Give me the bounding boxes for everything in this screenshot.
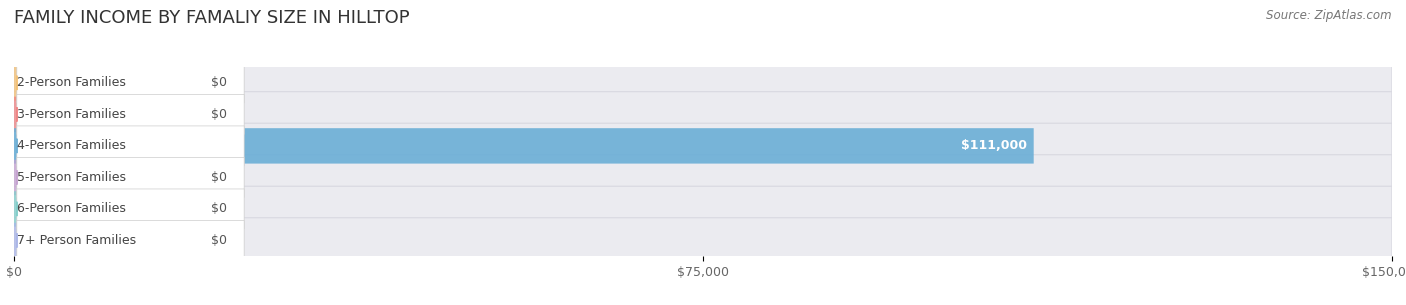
FancyBboxPatch shape [14,128,1033,163]
FancyBboxPatch shape [17,126,245,166]
Text: 5-Person Families: 5-Person Families [17,171,125,184]
Text: $0: $0 [211,76,228,89]
FancyBboxPatch shape [14,160,200,195]
Text: 7+ Person Families: 7+ Person Families [17,234,136,247]
Text: $0: $0 [211,203,228,215]
FancyBboxPatch shape [14,191,200,227]
FancyBboxPatch shape [14,65,200,101]
Text: 4-Person Families: 4-Person Families [17,139,125,152]
Text: 2-Person Families: 2-Person Families [17,76,125,89]
Text: Source: ZipAtlas.com: Source: ZipAtlas.com [1267,9,1392,22]
FancyBboxPatch shape [17,63,245,103]
FancyBboxPatch shape [17,189,245,229]
FancyBboxPatch shape [17,95,245,134]
FancyBboxPatch shape [14,186,1392,231]
FancyBboxPatch shape [17,157,245,197]
FancyBboxPatch shape [14,123,1392,169]
FancyBboxPatch shape [14,92,1392,137]
Text: 3-Person Families: 3-Person Families [17,108,125,121]
Text: $111,000: $111,000 [960,139,1026,152]
FancyBboxPatch shape [17,221,245,260]
FancyBboxPatch shape [14,97,200,132]
FancyBboxPatch shape [14,218,1392,263]
Text: $0: $0 [211,108,228,121]
FancyBboxPatch shape [14,223,200,258]
Text: $0: $0 [211,234,228,247]
FancyBboxPatch shape [14,60,1392,106]
Text: FAMILY INCOME BY FAMALIY SIZE IN HILLTOP: FAMILY INCOME BY FAMALIY SIZE IN HILLTOP [14,9,409,27]
Text: 6-Person Families: 6-Person Families [17,203,125,215]
FancyBboxPatch shape [14,155,1392,200]
Text: $0: $0 [211,171,228,184]
